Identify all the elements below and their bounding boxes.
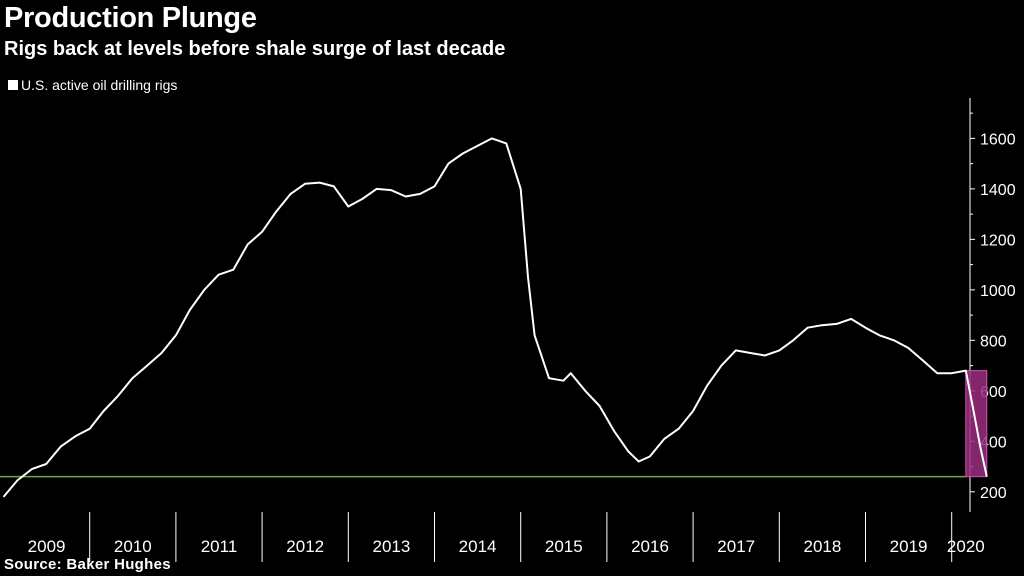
x-tick-label: 2017 — [717, 537, 755, 556]
x-tick-label: 2015 — [545, 537, 583, 556]
legend-swatch — [8, 80, 18, 90]
x-tick-label: 2018 — [803, 537, 841, 556]
source-note: Source: Baker Hughes — [4, 556, 171, 573]
legend-label: U.S. active oil drilling rigs — [21, 77, 178, 93]
x-tick-label: 2010 — [114, 537, 152, 556]
y-tick-label: 1600 — [980, 131, 1016, 148]
y-tick-label: 1200 — [980, 232, 1016, 249]
legend: U.S. active oil drilling rigs — [8, 77, 177, 93]
x-tick-label: 2016 — [631, 537, 669, 556]
x-tick-label: 2011 — [201, 537, 238, 556]
x-tick-label: 2012 — [286, 537, 324, 556]
series-line-oil-rigs — [2, 137, 988, 498]
chart-subtitle: Rigs back at levels before shale surge o… — [4, 38, 506, 60]
y-tick-label: 1000 — [980, 283, 1016, 300]
x-tick-label: 2019 — [890, 537, 928, 556]
y-tick-label: 200 — [980, 485, 1007, 502]
y-tick-label: 800 — [980, 333, 1007, 350]
x-tick-label: 2009 — [28, 537, 66, 556]
y-tick-label: 1400 — [980, 182, 1016, 199]
x-tick-label: 2014 — [459, 537, 497, 556]
x-tick-label: 2013 — [372, 537, 410, 556]
x-tick-label: 2020 — [947, 537, 985, 556]
chart-title: Production Plunge — [4, 2, 257, 34]
